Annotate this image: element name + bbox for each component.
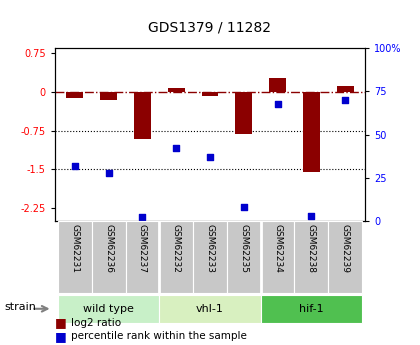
- Text: vhl-1: vhl-1: [196, 304, 224, 314]
- Bar: [66, 92, 83, 98]
- Bar: [202, 92, 218, 96]
- Bar: [168, 88, 185, 92]
- Bar: [58, 295, 159, 323]
- Bar: [294, 221, 328, 293]
- Point: [71, 163, 78, 168]
- Bar: [235, 92, 252, 134]
- Bar: [328, 221, 362, 293]
- Bar: [269, 78, 286, 92]
- Bar: [58, 221, 92, 293]
- Bar: [100, 92, 117, 100]
- Text: percentile rank within the sample: percentile rank within the sample: [71, 332, 247, 341]
- Text: GSM62236: GSM62236: [104, 225, 113, 274]
- Point: [308, 213, 315, 218]
- Bar: [261, 221, 294, 293]
- Point: [240, 204, 247, 210]
- Bar: [227, 221, 261, 293]
- Text: GSM62238: GSM62238: [307, 225, 316, 274]
- Text: GSM62231: GSM62231: [71, 225, 79, 274]
- Text: GSM62234: GSM62234: [273, 225, 282, 273]
- Point: [207, 154, 213, 160]
- Text: ■: ■: [55, 330, 66, 343]
- Bar: [303, 92, 320, 172]
- Text: GSM62232: GSM62232: [172, 225, 181, 273]
- Bar: [159, 221, 193, 293]
- Point: [342, 97, 349, 103]
- Text: log2 ratio: log2 ratio: [71, 318, 121, 327]
- Bar: [261, 295, 362, 323]
- Text: GSM62239: GSM62239: [341, 225, 349, 274]
- Text: GSM62237: GSM62237: [138, 225, 147, 274]
- Text: strain: strain: [4, 302, 36, 312]
- Text: GSM62233: GSM62233: [205, 225, 215, 274]
- Text: GSM62235: GSM62235: [239, 225, 248, 274]
- Bar: [337, 86, 354, 92]
- Bar: [159, 295, 261, 323]
- Text: wild type: wild type: [83, 304, 134, 314]
- Text: GDS1379 / 11282: GDS1379 / 11282: [149, 21, 271, 35]
- Text: ■: ■: [55, 316, 66, 329]
- Bar: [92, 221, 126, 293]
- Point: [173, 146, 180, 151]
- Point: [274, 101, 281, 106]
- Point: [105, 170, 112, 175]
- Bar: [193, 221, 227, 293]
- Point: [139, 215, 146, 220]
- Bar: [126, 221, 159, 293]
- Bar: [134, 92, 151, 139]
- Text: hif-1: hif-1: [299, 304, 324, 314]
